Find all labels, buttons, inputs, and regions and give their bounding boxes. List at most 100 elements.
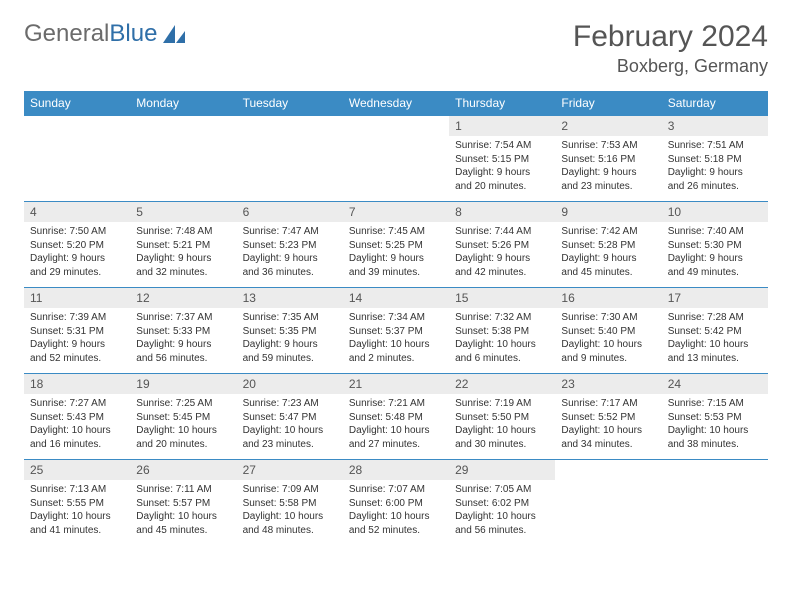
day-cell: 29Sunrise: 7:05 AMSunset: 6:02 PMDayligh… [449,460,555,546]
day-cell: 24Sunrise: 7:15 AMSunset: 5:53 PMDayligh… [662,374,768,460]
day-cell: 16Sunrise: 7:30 AMSunset: 5:40 PMDayligh… [555,288,661,374]
day-details: Sunrise: 7:50 AMSunset: 5:20 PMDaylight:… [24,222,130,283]
day-number: 19 [130,374,236,394]
day-cell: 5Sunrise: 7:48 AMSunset: 5:21 PMDaylight… [130,202,236,288]
day-number: 10 [662,202,768,222]
day-details: Sunrise: 7:45 AMSunset: 5:25 PMDaylight:… [343,222,449,283]
day-details: Sunrise: 7:48 AMSunset: 5:21 PMDaylight:… [130,222,236,283]
calendar-row: 11Sunrise: 7:39 AMSunset: 5:31 PMDayligh… [24,288,768,374]
day-cell: 10Sunrise: 7:40 AMSunset: 5:30 PMDayligh… [662,202,768,288]
day-cell: 12Sunrise: 7:37 AMSunset: 5:33 PMDayligh… [130,288,236,374]
day-number: 21 [343,374,449,394]
day-details: Sunrise: 7:34 AMSunset: 5:37 PMDaylight:… [343,308,449,369]
day-cell: 4Sunrise: 7:50 AMSunset: 5:20 PMDaylight… [24,202,130,288]
month-title: February 2024 [573,20,768,54]
day-details: Sunrise: 7:28 AMSunset: 5:42 PMDaylight:… [662,308,768,369]
day-details: Sunrise: 7:25 AMSunset: 5:45 PMDaylight:… [130,394,236,455]
empty-cell [662,460,768,546]
day-number: 25 [24,460,130,480]
day-cell: 13Sunrise: 7:35 AMSunset: 5:35 PMDayligh… [237,288,343,374]
empty-cell [343,116,449,202]
weekday-header: Friday [555,91,661,116]
day-cell: 25Sunrise: 7:13 AMSunset: 5:55 PMDayligh… [24,460,130,546]
day-number: 9 [555,202,661,222]
weekday-header: Thursday [449,91,555,116]
location: Boxberg, Germany [573,56,768,77]
calendar-row: 4Sunrise: 7:50 AMSunset: 5:20 PMDaylight… [24,202,768,288]
day-number: 29 [449,460,555,480]
day-details: Sunrise: 7:07 AMSunset: 6:00 PMDaylight:… [343,480,449,541]
day-cell: 17Sunrise: 7:28 AMSunset: 5:42 PMDayligh… [662,288,768,374]
day-cell: 15Sunrise: 7:32 AMSunset: 5:38 PMDayligh… [449,288,555,374]
calendar-row: 18Sunrise: 7:27 AMSunset: 5:43 PMDayligh… [24,374,768,460]
day-cell: 20Sunrise: 7:23 AMSunset: 5:47 PMDayligh… [237,374,343,460]
day-number: 23 [555,374,661,394]
day-number: 4 [24,202,130,222]
day-number: 1 [449,116,555,136]
day-cell: 7Sunrise: 7:45 AMSunset: 5:25 PMDaylight… [343,202,449,288]
day-number: 3 [662,116,768,136]
day-number: 16 [555,288,661,308]
logo-sail-icon [161,23,187,45]
day-details: Sunrise: 7:53 AMSunset: 5:16 PMDaylight:… [555,136,661,197]
empty-cell [24,116,130,202]
day-cell: 2Sunrise: 7:53 AMSunset: 5:16 PMDaylight… [555,116,661,202]
day-cell: 22Sunrise: 7:19 AMSunset: 5:50 PMDayligh… [449,374,555,460]
day-cell: 26Sunrise: 7:11 AMSunset: 5:57 PMDayligh… [130,460,236,546]
day-details: Sunrise: 7:39 AMSunset: 5:31 PMDaylight:… [24,308,130,369]
day-cell: 14Sunrise: 7:34 AMSunset: 5:37 PMDayligh… [343,288,449,374]
day-details: Sunrise: 7:09 AMSunset: 5:58 PMDaylight:… [237,480,343,541]
logo-text-blue: Blue [109,20,157,48]
day-cell: 23Sunrise: 7:17 AMSunset: 5:52 PMDayligh… [555,374,661,460]
weekday-header: Wednesday [343,91,449,116]
day-details: Sunrise: 7:51 AMSunset: 5:18 PMDaylight:… [662,136,768,197]
day-number: 20 [237,374,343,394]
empty-cell [130,116,236,202]
day-number: 14 [343,288,449,308]
day-number: 8 [449,202,555,222]
day-details: Sunrise: 7:42 AMSunset: 5:28 PMDaylight:… [555,222,661,283]
day-details: Sunrise: 7:23 AMSunset: 5:47 PMDaylight:… [237,394,343,455]
day-details: Sunrise: 7:54 AMSunset: 5:15 PMDaylight:… [449,136,555,197]
day-details: Sunrise: 7:30 AMSunset: 5:40 PMDaylight:… [555,308,661,369]
calendar-row: 25Sunrise: 7:13 AMSunset: 5:55 PMDayligh… [24,460,768,546]
day-number: 13 [237,288,343,308]
day-cell: 6Sunrise: 7:47 AMSunset: 5:23 PMDaylight… [237,202,343,288]
title-block: February 2024 Boxberg, Germany [573,20,768,77]
day-cell: 3Sunrise: 7:51 AMSunset: 5:18 PMDaylight… [662,116,768,202]
day-number: 24 [662,374,768,394]
weekday-header: Tuesday [237,91,343,116]
day-details: Sunrise: 7:11 AMSunset: 5:57 PMDaylight:… [130,480,236,541]
empty-cell [237,116,343,202]
day-details: Sunrise: 7:44 AMSunset: 5:26 PMDaylight:… [449,222,555,283]
day-number: 27 [237,460,343,480]
day-details: Sunrise: 7:13 AMSunset: 5:55 PMDaylight:… [24,480,130,541]
empty-cell [555,460,661,546]
weekday-header: Saturday [662,91,768,116]
weekday-header: Sunday [24,91,130,116]
day-cell: 21Sunrise: 7:21 AMSunset: 5:48 PMDayligh… [343,374,449,460]
day-details: Sunrise: 7:15 AMSunset: 5:53 PMDaylight:… [662,394,768,455]
day-cell: 19Sunrise: 7:25 AMSunset: 5:45 PMDayligh… [130,374,236,460]
day-cell: 8Sunrise: 7:44 AMSunset: 5:26 PMDaylight… [449,202,555,288]
header: GeneralBlue February 2024 Boxberg, Germa… [24,20,768,77]
day-number: 17 [662,288,768,308]
day-details: Sunrise: 7:47 AMSunset: 5:23 PMDaylight:… [237,222,343,283]
day-details: Sunrise: 7:19 AMSunset: 5:50 PMDaylight:… [449,394,555,455]
logo: GeneralBlue [24,20,187,48]
day-number: 15 [449,288,555,308]
day-details: Sunrise: 7:40 AMSunset: 5:30 PMDaylight:… [662,222,768,283]
calendar-head: SundayMondayTuesdayWednesdayThursdayFrid… [24,91,768,116]
day-details: Sunrise: 7:17 AMSunset: 5:52 PMDaylight:… [555,394,661,455]
day-number: 11 [24,288,130,308]
day-cell: 27Sunrise: 7:09 AMSunset: 5:58 PMDayligh… [237,460,343,546]
day-number: 6 [237,202,343,222]
day-cell: 28Sunrise: 7:07 AMSunset: 6:00 PMDayligh… [343,460,449,546]
day-number: 5 [130,202,236,222]
day-number: 28 [343,460,449,480]
day-number: 26 [130,460,236,480]
logo-text-gray: General [24,20,109,48]
day-cell: 9Sunrise: 7:42 AMSunset: 5:28 PMDaylight… [555,202,661,288]
day-number: 18 [24,374,130,394]
day-details: Sunrise: 7:35 AMSunset: 5:35 PMDaylight:… [237,308,343,369]
